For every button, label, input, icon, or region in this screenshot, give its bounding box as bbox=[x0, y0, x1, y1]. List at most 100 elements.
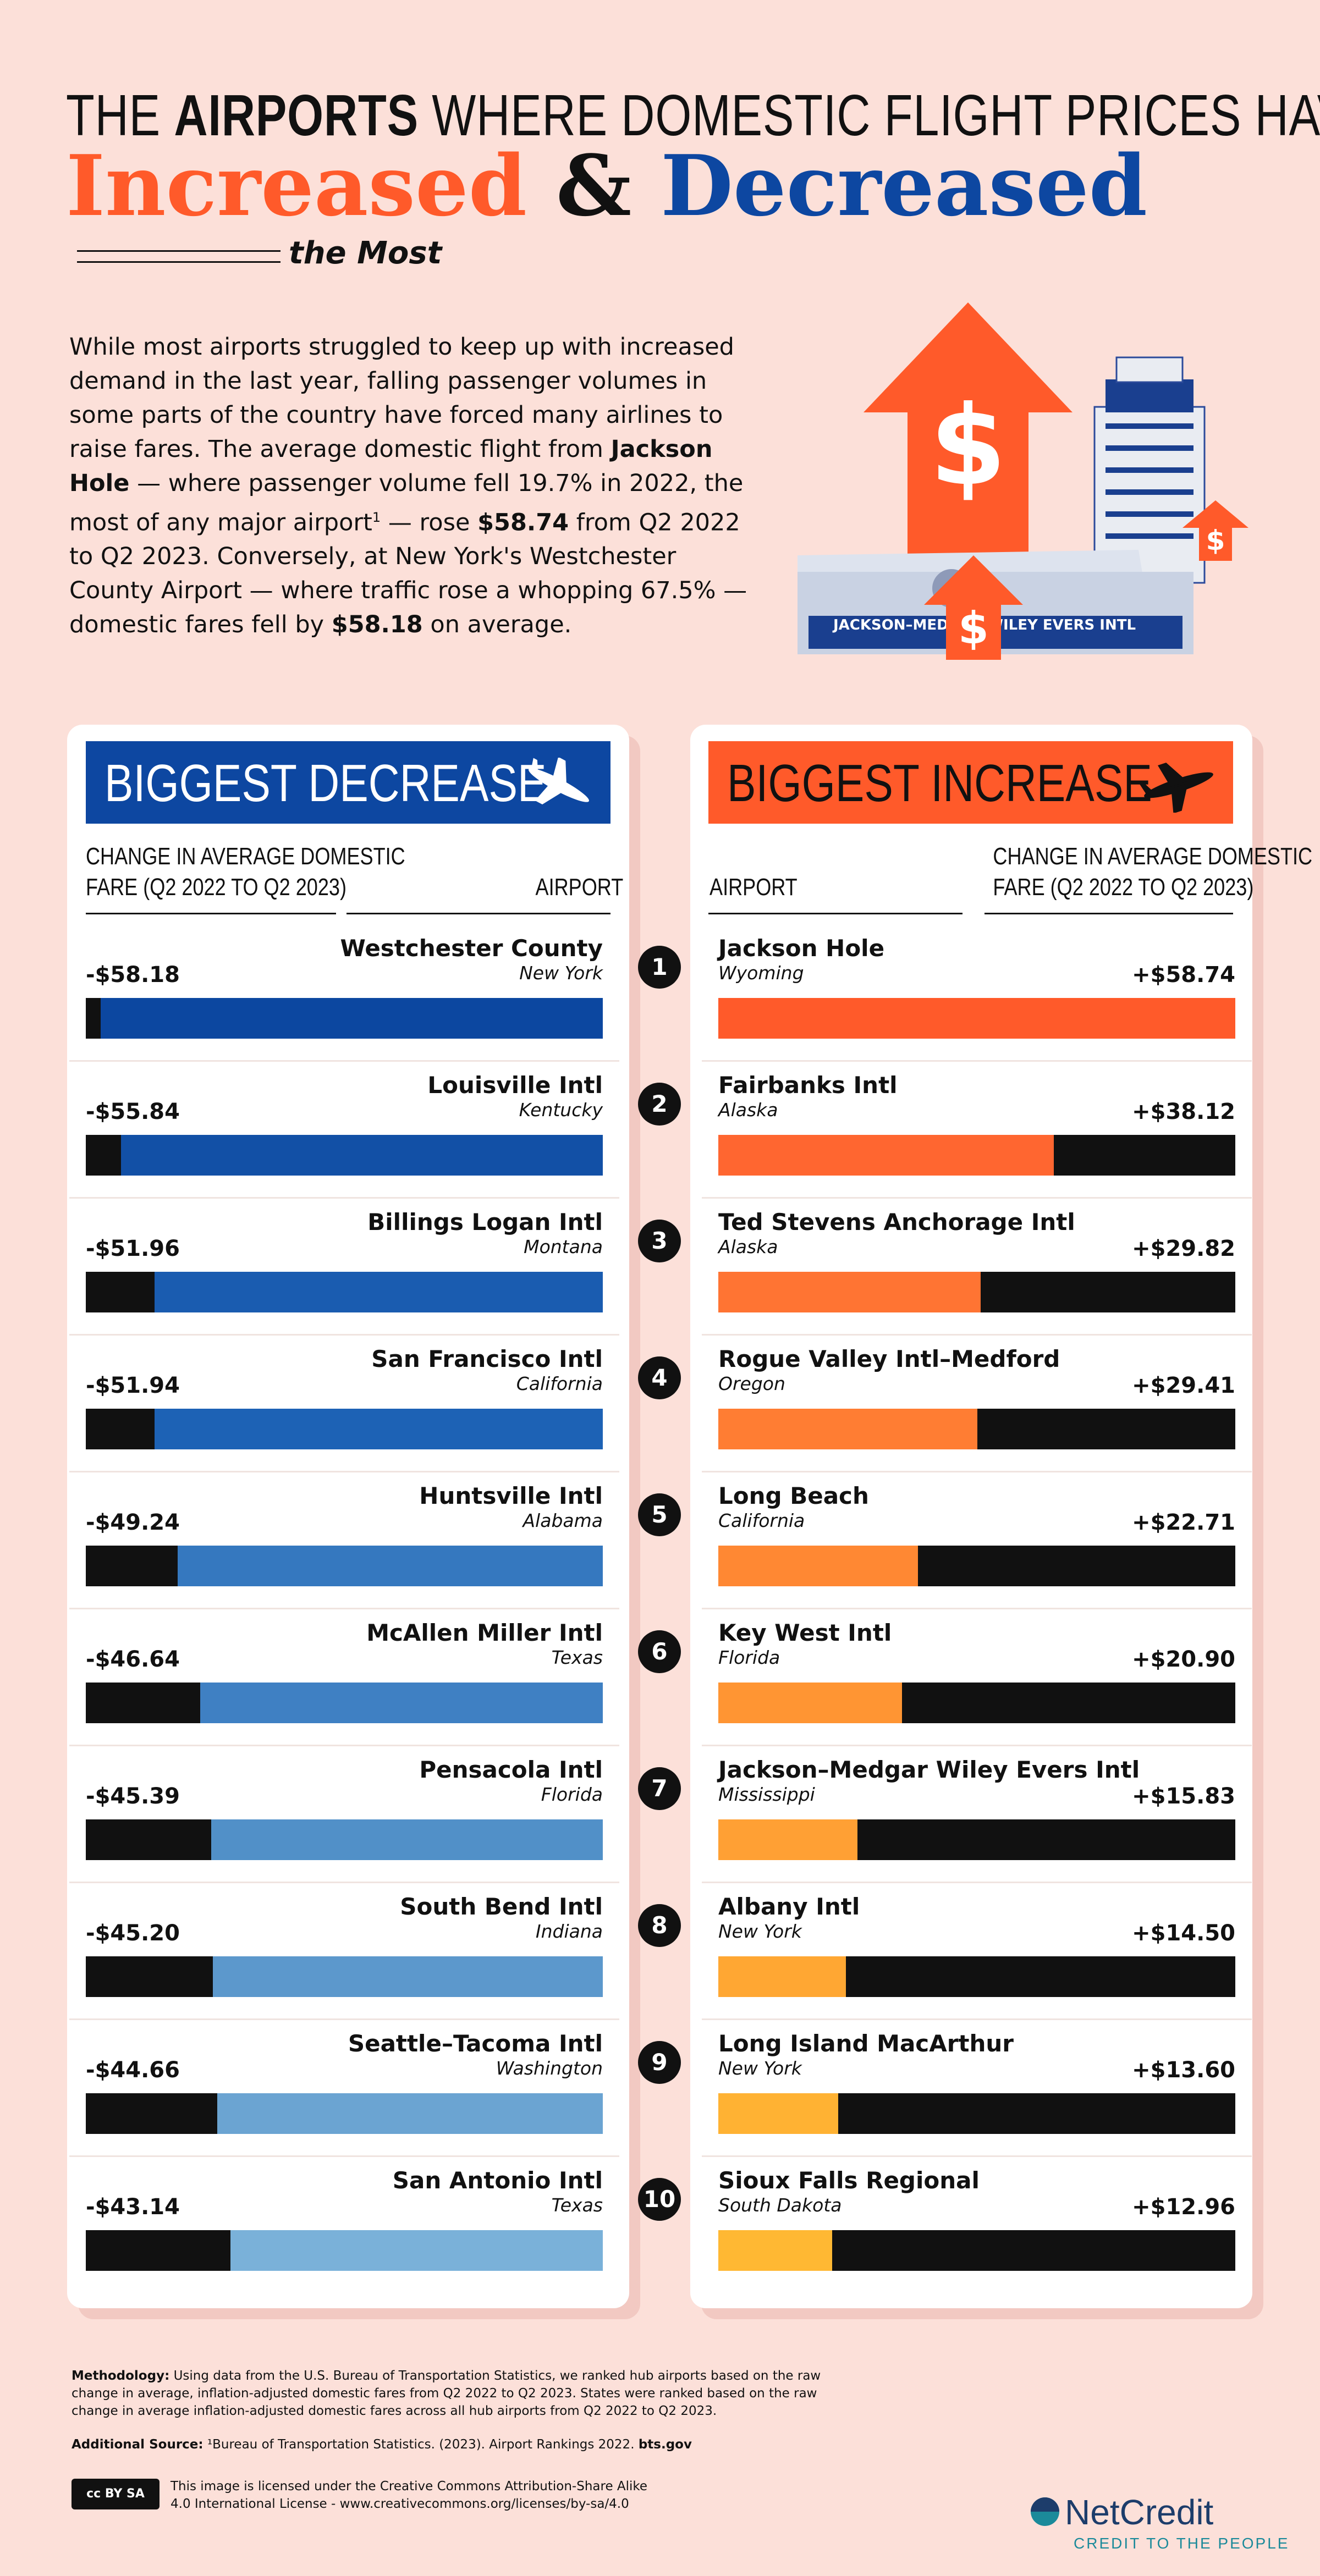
decrease-col-change: CHANGE IN AVERAGE DOMESTIC FARE (Q2 2022 … bbox=[86, 843, 405, 901]
headline-line2: Increased & Decreased bbox=[66, 136, 1147, 235]
decrease-value-label: -$45.20 bbox=[86, 1921, 180, 1946]
arrow-large-icon: $ bbox=[864, 302, 1072, 561]
decrease-value-label: -$58.18 bbox=[86, 962, 180, 988]
increase-bar bbox=[718, 1409, 977, 1449]
row-separator bbox=[702, 1882, 1252, 1883]
row-separator bbox=[702, 1471, 1252, 1472]
headline-decreased: Decreased bbox=[661, 136, 1148, 235]
svg-text:$: $ bbox=[958, 603, 989, 654]
decrease-bar bbox=[211, 1819, 603, 1860]
decrease-col-rule-right bbox=[346, 913, 610, 914]
rank-badge: 1 bbox=[638, 946, 681, 989]
row-separator bbox=[702, 1334, 1252, 1336]
netcredit-logo-icon bbox=[1031, 2497, 1059, 2526]
decrease-airport-state: Indiana bbox=[535, 1921, 603, 1942]
increase-airport-state: South Dakota bbox=[718, 2194, 842, 2216]
license-text: This image is licensed under the Creativ… bbox=[170, 2479, 648, 2511]
increase-airport-state: Florida bbox=[718, 1647, 780, 1668]
decrease-bar bbox=[213, 1956, 603, 1997]
decrease-value-label: -$44.66 bbox=[86, 2058, 180, 2083]
rank-badge: 8 bbox=[638, 1904, 681, 1947]
decrease-panel bbox=[67, 725, 629, 2308]
headline-amp: & bbox=[527, 136, 661, 235]
headline-the-most: the Most bbox=[289, 235, 442, 271]
row-separator bbox=[69, 1060, 619, 1062]
airport-illustration: $ JACKSON–MEDGAR WILEY EVERS INTL $ $ bbox=[798, 302, 1248, 660]
rank-badge: 2 bbox=[638, 1083, 681, 1126]
headline-line1: THE AIRPORTS WHERE DOMESTIC FLIGHT PRICE… bbox=[66, 83, 1320, 148]
decrease-airport-name: Huntsville Intl bbox=[419, 1482, 603, 1509]
decrease-airport-state: Texas bbox=[551, 1647, 603, 1668]
increase-bar bbox=[718, 1272, 981, 1312]
decrease-bar bbox=[155, 1272, 603, 1312]
plane-ascending-icon bbox=[1139, 763, 1213, 813]
row-separator bbox=[69, 1471, 619, 1472]
control-tower-icon bbox=[1093, 356, 1206, 584]
decrease-airport-state: Alabama bbox=[522, 1510, 603, 1531]
rank-badge: 9 bbox=[638, 2041, 681, 2084]
decrease-value-label: -$55.84 bbox=[86, 1099, 180, 1124]
row-separator bbox=[69, 1745, 619, 1746]
increase-value-label: +$29.41 bbox=[1132, 1373, 1235, 1398]
decrease-value-label: -$51.96 bbox=[86, 1236, 180, 1261]
rank-badge: 4 bbox=[638, 1356, 681, 1399]
decrease-bar bbox=[155, 1409, 603, 1449]
row-separator bbox=[69, 2018, 619, 2020]
increase-airport-state: New York bbox=[718, 1921, 802, 1942]
cc-license-badge: cc BY SA bbox=[72, 2479, 160, 2509]
increase-value-label: +$58.74 bbox=[1132, 962, 1235, 988]
decrease-bar bbox=[121, 1135, 603, 1176]
increase-airport-name: Jackson Hole bbox=[718, 935, 885, 962]
decrease-value-label: -$46.64 bbox=[86, 1647, 180, 1672]
decrease-bar bbox=[230, 2230, 603, 2271]
decrease-airport-state: Texas bbox=[551, 2194, 603, 2216]
decrease-airport-name: Louisville Intl bbox=[427, 1072, 603, 1099]
increase-value-label: +$20.90 bbox=[1132, 1647, 1235, 1672]
decrease-value-label: -$43.14 bbox=[86, 2194, 180, 2220]
decrease-airport-name: Seattle–Tacoma Intl bbox=[348, 2030, 603, 2057]
increase-panel bbox=[690, 725, 1252, 2308]
title-rule-bottom bbox=[77, 261, 280, 263]
increase-bar bbox=[718, 1546, 918, 1586]
increase-title: BIGGEST INCREASE bbox=[727, 754, 1152, 813]
row-separator bbox=[702, 2155, 1252, 2157]
arrow-medium-icon: $ bbox=[924, 555, 1023, 660]
increase-value-label: +$14.50 bbox=[1132, 1921, 1235, 1946]
increase-airport-name: Sioux Falls Regional bbox=[718, 2167, 980, 2194]
increase-airport-name: Long Beach bbox=[718, 1482, 869, 1509]
decrease-bar bbox=[200, 1683, 603, 1723]
rank-badge: 10 bbox=[638, 2178, 681, 2221]
increase-bar bbox=[718, 998, 1235, 1039]
row-separator bbox=[69, 1197, 619, 1199]
decrease-airport-name: Billings Logan Intl bbox=[367, 1209, 603, 1235]
row-separator bbox=[69, 1608, 619, 1609]
increase-bar bbox=[718, 1683, 902, 1723]
increase-col-change: CHANGE IN AVERAGE DOMESTIC FARE (Q2 2022 … bbox=[993, 843, 1313, 901]
increase-bar bbox=[718, 2230, 832, 2271]
decrease-bar bbox=[217, 2093, 603, 2134]
increase-airport-name: Fairbanks Intl bbox=[718, 1072, 898, 1099]
brand-name: NetCredit bbox=[1065, 2492, 1214, 2532]
increase-value-label: +$38.12 bbox=[1132, 1099, 1235, 1124]
increase-airport-name: Long Island MacArthur bbox=[718, 2030, 1014, 2057]
decrease-col-rule-left bbox=[86, 913, 336, 914]
decrease-airport-name: Westchester County bbox=[340, 935, 603, 962]
increase-airport-state: Mississippi bbox=[718, 1784, 815, 1805]
decrease-value-label: -$49.24 bbox=[86, 1510, 180, 1535]
arrow-small-icon: $ bbox=[1182, 500, 1248, 561]
row-separator bbox=[702, 1060, 1252, 1062]
decrease-bar bbox=[178, 1546, 603, 1586]
decrease-airport-state: California bbox=[516, 1373, 603, 1394]
decrease-header: BIGGEST DECREASE bbox=[86, 741, 610, 824]
increase-col-rule-right bbox=[985, 913, 1233, 914]
increase-airport-state: Alaska bbox=[718, 1236, 778, 1257]
increase-bar bbox=[718, 2093, 838, 2134]
row-separator bbox=[702, 1745, 1252, 1746]
increase-airport-state: California bbox=[718, 1510, 805, 1531]
decrease-airport-state: New York bbox=[519, 962, 603, 984]
rank-badge: 3 bbox=[638, 1220, 681, 1262]
increase-value-label: +$12.96 bbox=[1132, 2194, 1235, 2220]
increase-bar bbox=[718, 1956, 846, 1997]
decrease-col-airport: AIRPORT bbox=[535, 874, 624, 901]
decrease-airport-state: Florida bbox=[541, 1784, 603, 1805]
